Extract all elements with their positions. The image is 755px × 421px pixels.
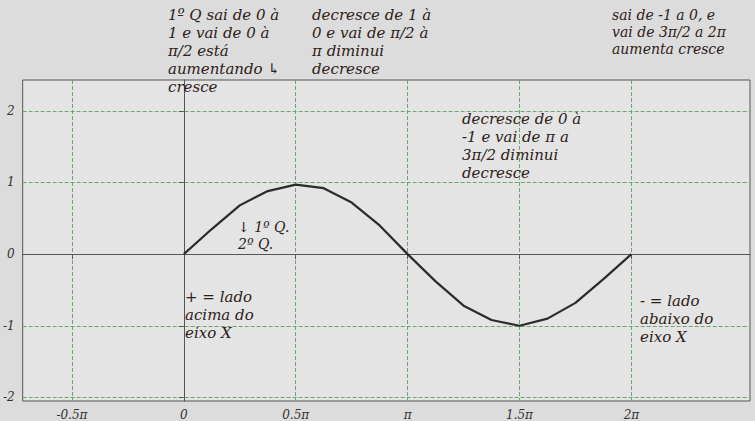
svg-text:-2: -2 — [3, 390, 15, 404]
svg-text:↓ 1º Q.: ↓ 1º Q. — [238, 219, 289, 235]
svg-text:π diminui: π diminui — [311, 42, 384, 60]
svg-text:0.5π: 0.5π — [282, 408, 310, 421]
svg-text:π/2 está: π/2 está — [167, 42, 229, 60]
svg-text:1 e vai de 0 à: 1 e vai de 0 à — [168, 24, 269, 42]
svg-text:3π/2 diminui: 3π/2 diminui — [462, 146, 559, 164]
svg-text:0: 0 — [7, 247, 15, 261]
svg-text:1: 1 — [7, 175, 15, 189]
svg-text:+ = lado: + = lado — [185, 288, 252, 306]
svg-text:abaixo do: abaixo do — [640, 310, 713, 328]
svg-text:decresce: decresce — [312, 60, 380, 78]
svg-text:-0.5π: -0.5π — [56, 408, 88, 421]
svg-text:2π: 2π — [623, 408, 641, 421]
svg-text:vai de 3π/2 a 2π: vai de 3π/2 a 2π — [612, 24, 727, 40]
svg-text:1º Q sai de 0 à: 1º Q sai de 0 à — [168, 6, 279, 24]
svg-text:- = lado: - = lado — [640, 292, 700, 310]
svg-text:eixo X: eixo X — [185, 324, 233, 342]
svg-text:1.5π: 1.5π — [506, 408, 534, 421]
svg-text:2: 2 — [6, 104, 15, 118]
svg-text:decresce: decresce — [462, 164, 530, 182]
svg-text:decresce de 1 à: decresce de 1 à — [312, 6, 431, 24]
svg-text:π: π — [403, 408, 413, 421]
svg-text:eixo X: eixo X — [640, 328, 688, 346]
svg-text:acima do: acima do — [185, 306, 254, 324]
svg-text:decresce de 0 à: decresce de 0 à — [462, 110, 581, 128]
svg-text:-1: -1 — [3, 319, 15, 333]
svg-text:aumenta cresce: aumenta cresce — [612, 41, 725, 57]
svg-text:2º Q.: 2º Q. — [237, 236, 273, 252]
svg-text:aumentando ↳: aumentando ↳ — [168, 60, 280, 78]
svg-text:cresce: cresce — [168, 78, 218, 96]
svg-text:-1 e vai de π a: -1 e vai de π a — [462, 128, 569, 146]
svg-text:0 e vai de π/2 à: 0 e vai de π/2 à — [312, 24, 428, 42]
svg-text:sai de -1 a 0, e: sai de -1 a 0, e — [612, 7, 715, 23]
svg-text:0: 0 — [180, 408, 188, 421]
